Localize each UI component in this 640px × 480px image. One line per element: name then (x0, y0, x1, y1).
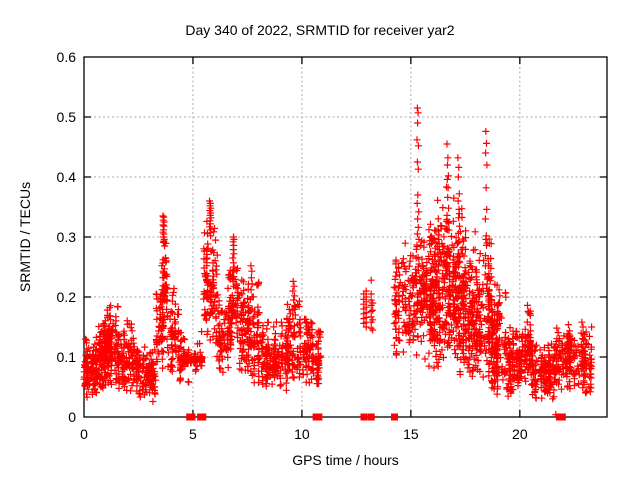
y-tick-label: 0.3 (56, 229, 76, 245)
y-tick-label: 0.2 (56, 289, 76, 305)
x-tick-label: 15 (403, 426, 419, 442)
y-tick-label: 0 (68, 409, 76, 425)
y-tick-label: 0.1 (56, 349, 76, 365)
x-tick-label: 5 (189, 426, 197, 442)
x-tick-label: 10 (294, 426, 310, 442)
y-tick-label: 0.6 (56, 49, 76, 65)
y-tick-label: 0.5 (56, 109, 76, 125)
data-points (80, 104, 596, 419)
x-axis-label: GPS time / hours (292, 452, 399, 468)
x-tick-label: 20 (512, 426, 528, 442)
chart-title: Day 340 of 2022, SRMTID for receiver yar… (185, 22, 455, 38)
x-tick-label: 0 (80, 426, 88, 442)
grid-lines (85, 58, 606, 416)
y-tick-label: 0.4 (56, 169, 76, 185)
